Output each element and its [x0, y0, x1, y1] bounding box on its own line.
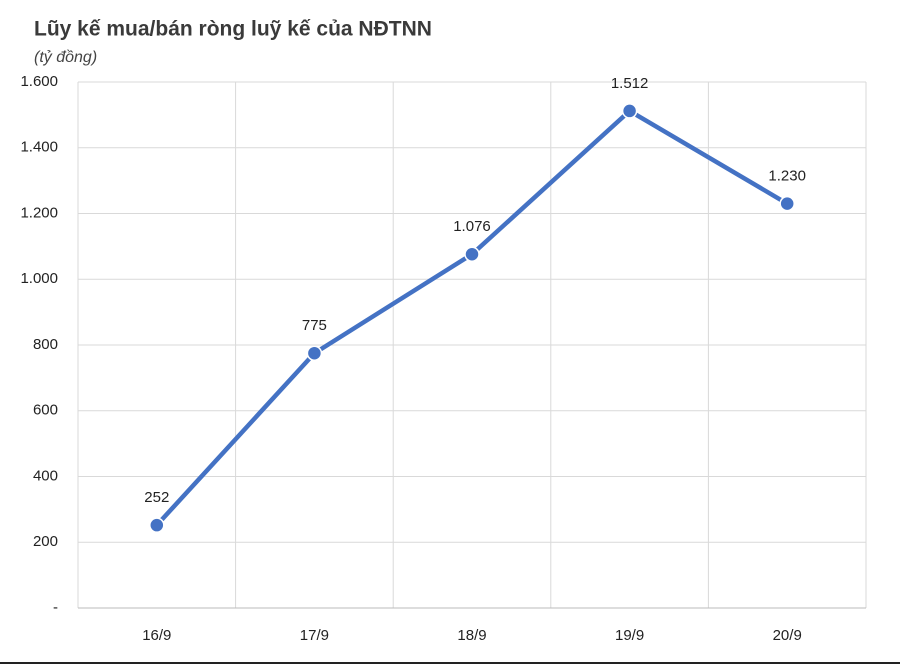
x-tick-label: 20/9	[773, 627, 802, 644]
y-tick-label: 200	[33, 533, 58, 550]
x-tick-label: 18/9	[457, 627, 486, 644]
x-tick-label: 19/9	[615, 627, 644, 644]
y-tick-label: 1.400	[20, 139, 58, 156]
y-tick-label: -	[53, 599, 58, 616]
data-label: 252	[144, 489, 169, 506]
point	[621, 103, 638, 119]
x-tick-label: 17/9	[300, 627, 329, 644]
chart-subtitle: (tỷ đồng)	[34, 49, 97, 66]
y-tick-label: 400	[33, 467, 58, 484]
y-tick-label: 1.000	[20, 270, 58, 287]
x-tick-label: 16/9	[142, 627, 171, 644]
data-label: 775	[302, 317, 327, 334]
point	[779, 195, 795, 212]
y-tick-label: 1.600	[20, 73, 58, 90]
line	[155, 108, 789, 527]
point	[306, 345, 323, 361]
point	[149, 517, 165, 533]
point	[464, 246, 480, 263]
y-tick-label: 600	[33, 402, 58, 419]
data-label: 1.230	[768, 168, 806, 185]
y-tick-label: 1.200	[20, 204, 58, 221]
chart-title: Lũy kế mua/bán ròng luỹ kế của NĐTNN	[34, 18, 432, 41]
data-label: 1.076	[453, 218, 491, 235]
y-tick-label: 800	[33, 336, 58, 353]
data-label: 1.512	[611, 75, 649, 92]
